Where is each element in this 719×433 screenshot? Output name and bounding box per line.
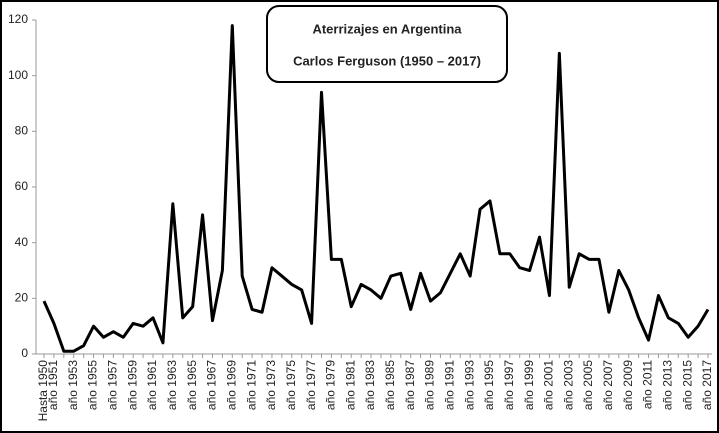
y-tick-label: 0: [21, 346, 28, 360]
x-tick-label: año 1989: [423, 360, 437, 410]
x-tick-label: año 2005: [581, 360, 595, 410]
x-tick-label: año 2011: [641, 360, 655, 409]
chart-subtitle: Carlos Ferguson (1950 – 2017): [293, 53, 481, 68]
x-tick-label: año 2007: [601, 360, 615, 410]
x-tick-label: año 1967: [205, 360, 219, 410]
x-tick-label: año 2009: [621, 360, 635, 410]
x-tick-label: año 1995: [482, 360, 496, 410]
x-tick-label: año 1953: [66, 360, 80, 410]
x-tick-label: año 1957: [106, 360, 120, 410]
y-tick-label: 100: [8, 68, 28, 82]
x-tick-label: año 1985: [383, 360, 397, 410]
x-tick-label: año 1993: [462, 360, 476, 410]
y-tick-label: 60: [15, 179, 29, 193]
x-tick-label: año 1979: [324, 360, 338, 410]
x-tick-label: año 1971: [244, 360, 258, 410]
x-tick-label: año 1991: [443, 360, 457, 410]
y-tick-label: 40: [15, 235, 29, 249]
x-tick-label: año 1983: [363, 360, 377, 410]
x-tick-label: año 1987: [403, 360, 417, 410]
x-tick-label: año 1999: [522, 360, 536, 410]
y-tick-label: 80: [15, 124, 29, 138]
x-tick-label: año 2001: [542, 360, 556, 410]
x-tick-label: año 1975: [284, 360, 298, 410]
x-tick-label: año 1997: [502, 360, 516, 410]
x-tick-label: año 1977: [304, 360, 318, 410]
x-tick-label: Hasta 1950: [36, 360, 50, 422]
x-tick-label: año 1981: [343, 360, 357, 410]
x-tick-label: año 2003: [561, 360, 575, 410]
x-tick-label: año 2013: [661, 360, 675, 410]
y-tick-label: 20: [15, 291, 29, 305]
chart-title: Aterrizajes en Argentina: [312, 21, 462, 36]
x-tick-label: año 2015: [680, 360, 694, 410]
title-box: [266, 5, 508, 83]
x-tick-label: año 1973: [264, 360, 278, 410]
x-tick-label: año 1965: [185, 360, 199, 410]
x-tick-label: año 1959: [125, 360, 139, 410]
y-tick-label: 120: [8, 12, 28, 26]
x-tick-label: año 1955: [86, 360, 100, 410]
x-tick-label: año 1963: [165, 360, 179, 410]
line: [42, 24, 710, 353]
x-tick-label: año 1961: [145, 360, 159, 410]
x-tick-label: año 1951: [46, 360, 60, 410]
x-tick-label: año 1969: [224, 360, 238, 410]
x-tick-label: año 2017: [700, 360, 714, 410]
